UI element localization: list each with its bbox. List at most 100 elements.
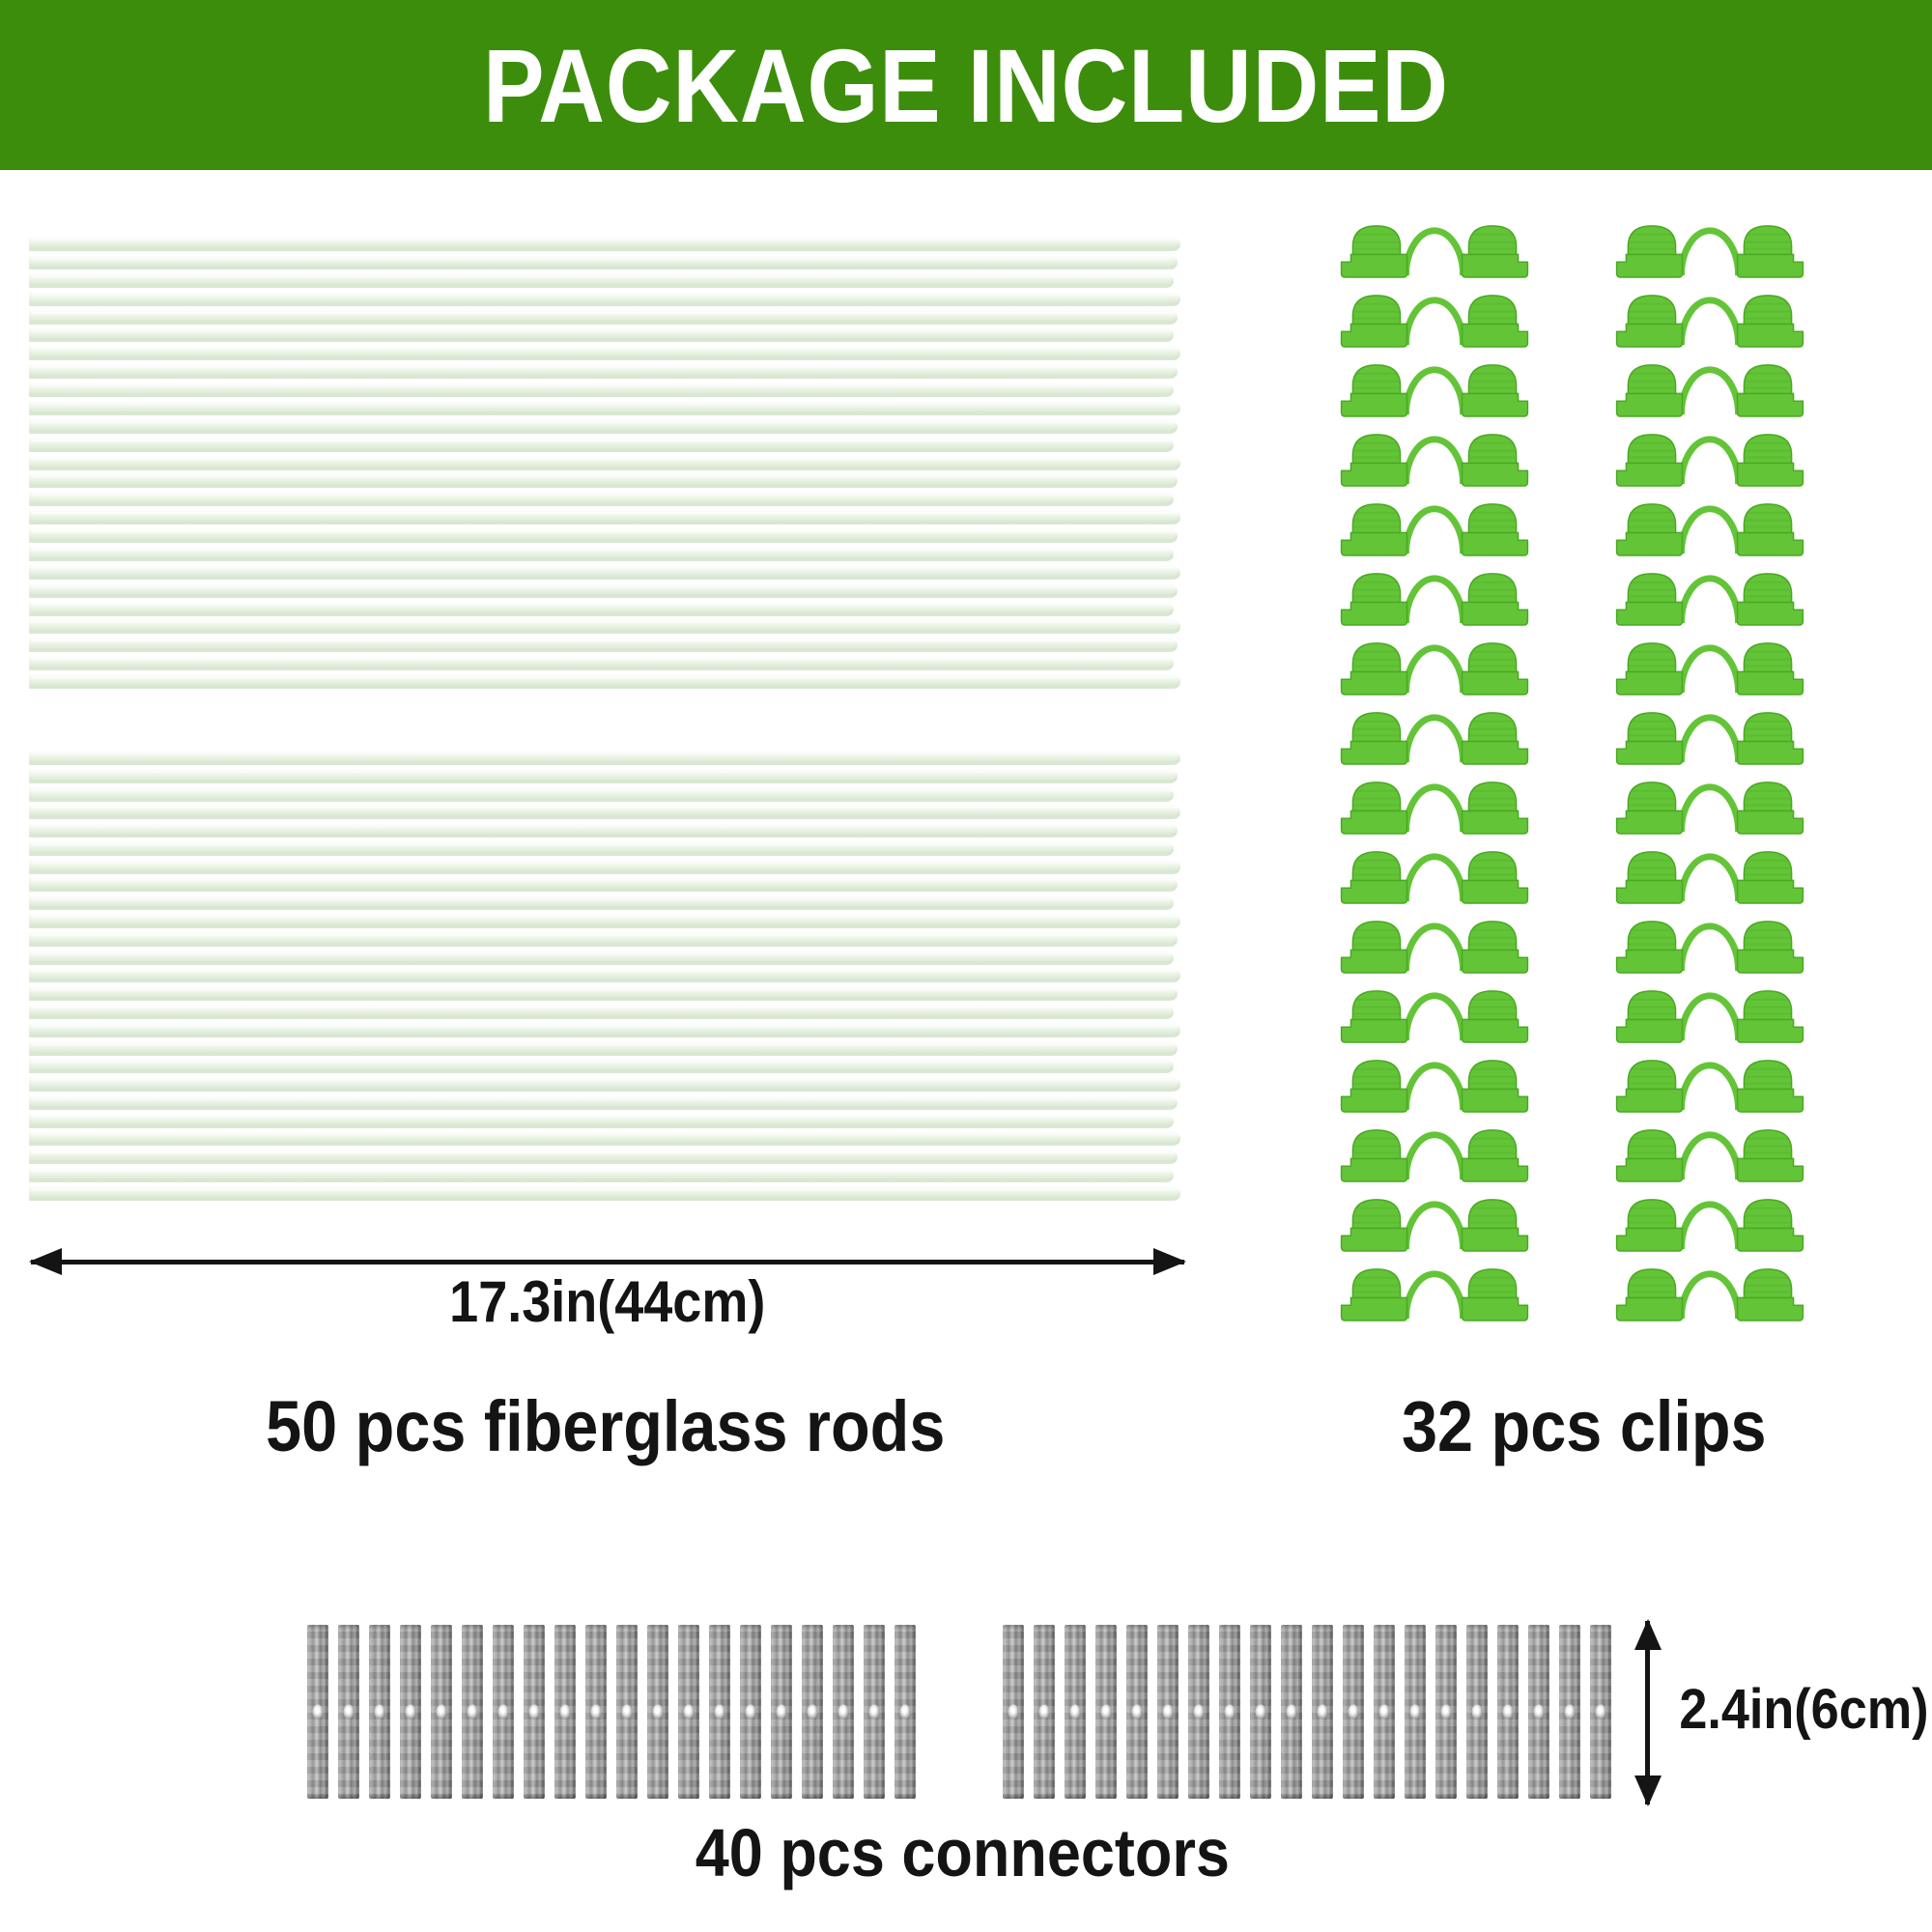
metal-connector-bar: [678, 1625, 699, 1799]
metal-connector-bar: [895, 1625, 916, 1799]
plant-clip-icon: [1608, 498, 1811, 557]
fiberglass-rod: [29, 786, 1174, 802]
fiberglass-rod: [29, 546, 1174, 561]
fiberglass-rod: [29, 638, 1178, 653]
plant-clip-icon: [1608, 359, 1811, 418]
plant-clip-icon: [1333, 846, 1536, 905]
rod-length-label: 17.3in(44cm): [449, 1269, 766, 1334]
header-banner: PACKAGE INCLUDED: [0, 0, 1932, 170]
metal-connector-bar: [1405, 1625, 1426, 1799]
fiberglass-rod: [29, 418, 1178, 434]
metal-connector-bar: [1250, 1625, 1271, 1799]
metal-connector-bar: [1435, 1625, 1457, 1799]
plant-clip-icon: [1608, 1124, 1811, 1183]
metal-connector-bar: [1528, 1625, 1549, 1799]
fiberglass-rod: [29, 805, 1180, 820]
fiberglass-rod: [29, 400, 1180, 415]
fiberglass-rod: [29, 473, 1178, 489]
plant-clip-icon: [1608, 290, 1811, 349]
fiberglass-rod: [29, 1150, 1178, 1165]
plant-clip-icon: [1333, 1264, 1536, 1322]
metal-connector-bar: [1095, 1625, 1117, 1799]
plant-clip-icon: [1608, 429, 1811, 488]
metal-connector-bar: [1466, 1625, 1488, 1799]
metal-connector-bar: [1281, 1625, 1302, 1799]
metal-connector-bar: [493, 1625, 514, 1799]
plant-clip-icon: [1333, 707, 1536, 766]
fiberglass-rod: [29, 768, 1178, 783]
plant-clip-icon: [1608, 707, 1811, 766]
metal-connector-bar: [338, 1625, 359, 1799]
plant-clip-icon: [1333, 638, 1536, 696]
fiberglass-rod: [29, 364, 1178, 380]
fiberglass-rod: [29, 601, 1174, 616]
fiberglass-rod: [29, 656, 1174, 671]
metal-connector-bar: [431, 1625, 452, 1799]
fiberglass-rod: [29, 1167, 1174, 1182]
plant-clip-icon: [1333, 220, 1536, 279]
width-dimension-arrow-icon: [29, 1248, 1186, 1275]
metal-connector-bar: [740, 1625, 761, 1799]
fiberglass-rod: [29, 931, 1178, 947]
plant-clip-icon: [1333, 777, 1536, 836]
metal-connector-bar: [1065, 1625, 1086, 1799]
arrow-line: [1645, 1621, 1650, 1804]
metal-connector-bar: [616, 1625, 638, 1799]
connector-group-left: [307, 1625, 916, 1799]
fiberglass-rod: [29, 455, 1180, 470]
rod-stack-top: [29, 237, 1182, 689]
metal-connector-bar: [802, 1625, 823, 1799]
metal-connector-bar: [1312, 1625, 1333, 1799]
metal-connector-bar: [1126, 1625, 1148, 1799]
rods-count-label: 50 pcs fiberglass rods: [266, 1386, 946, 1466]
metal-connector-bar: [709, 1625, 730, 1799]
plant-clip-icon: [1608, 568, 1811, 627]
fiberglass-rod: [29, 1131, 1180, 1147]
fiberglass-rod: [29, 582, 1178, 598]
fiberglass-rod: [29, 1040, 1178, 1056]
fiberglass-rod: [29, 564, 1180, 580]
fiberglass-rod: [29, 986, 1178, 1002]
plant-clip-icon: [1333, 985, 1536, 1044]
plant-clip-icon: [1333, 498, 1536, 557]
connectors-count-label: 40 pcs connectors: [695, 1815, 1230, 1890]
plant-clip-icon: [1333, 1194, 1536, 1253]
fiberglass-rod: [29, 346, 1180, 361]
metal-connector-bar: [647, 1625, 668, 1799]
connector-group-right: [1003, 1625, 1611, 1799]
clips-grid: [1333, 220, 1811, 1322]
plant-clip-icon: [1608, 1194, 1811, 1253]
metal-connector-bar: [1157, 1625, 1179, 1799]
plant-clip-icon: [1333, 359, 1536, 418]
fiberglass-rod: [29, 254, 1178, 270]
metal-connector-bar: [1343, 1625, 1364, 1799]
metal-connector-bar: [864, 1625, 885, 1799]
fiberglass-rod: [29, 674, 1180, 689]
plant-clip-icon: [1333, 568, 1536, 627]
fiberglass-rod: [29, 1185, 1180, 1201]
metal-connector-bar: [1497, 1625, 1519, 1799]
metal-connector-bar: [1188, 1625, 1209, 1799]
plant-clip-icon: [1608, 638, 1811, 696]
metal-connector-bar: [400, 1625, 421, 1799]
fiberglass-rod: [29, 291, 1180, 306]
clips-count-label: 32 pcs clips: [1402, 1386, 1767, 1466]
metal-connector-bar: [554, 1625, 576, 1799]
plant-clip-icon: [1608, 846, 1811, 905]
metal-connector-bar: [369, 1625, 390, 1799]
fiberglass-rod: [29, 528, 1178, 543]
fiberglass-rod: [29, 859, 1180, 874]
plant-clip-icon: [1608, 777, 1811, 836]
rod-stack-bottom: [29, 751, 1182, 1201]
metal-connector-bar: [585, 1625, 607, 1799]
fiberglass-rod: [29, 237, 1180, 251]
metal-connector-bar: [1003, 1625, 1024, 1799]
plant-clip-icon: [1333, 1055, 1536, 1114]
fiberglass-rod: [29, 510, 1180, 526]
metal-connector-bar: [524, 1625, 545, 1799]
page-title: PACKAGE INCLUDED: [483, 26, 1449, 144]
metal-connector-bar: [462, 1625, 483, 1799]
plant-clip-icon: [1333, 290, 1536, 349]
fiberglass-rod: [29, 492, 1174, 507]
plant-clip-icon: [1608, 1055, 1811, 1114]
